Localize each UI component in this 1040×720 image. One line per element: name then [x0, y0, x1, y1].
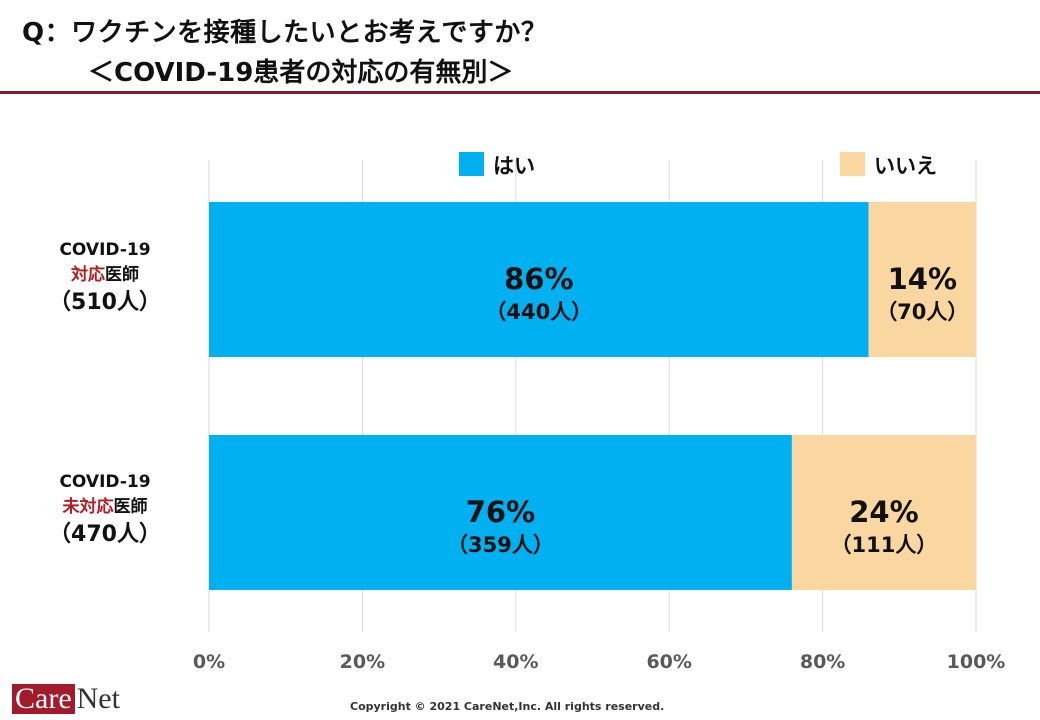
bar-segment [209, 202, 869, 357]
bar-segment [209, 435, 792, 590]
carenet-logo: Care Net [12, 684, 120, 714]
x-tick-label: 20% [340, 651, 385, 673]
data-label: 76% [466, 495, 535, 529]
copyright: Copyright © 2021 CareNet,Inc. All rights… [350, 700, 665, 713]
x-tick-label: 80% [800, 651, 845, 673]
category-label-1: COVID-19 未対応医師 （470人） [20, 470, 190, 550]
bar-segment [868, 202, 976, 357]
category-count: （510人） [49, 290, 161, 315]
data-label: 14% [888, 262, 957, 296]
legend-swatch [840, 152, 865, 176]
data-count-label: （70人） [876, 300, 968, 324]
legend-label: はい [493, 154, 535, 178]
data-count-label: （440人） [485, 300, 592, 324]
category-label-0: COVID-19 対応医師 （510人） [20, 238, 190, 318]
bar-segment [791, 435, 976, 590]
x-tick-label: 100% [947, 651, 1006, 673]
category-highlight: 対応 [71, 265, 105, 285]
x-tick-label: 0% [193, 651, 225, 673]
legend-label: いいえ [874, 154, 937, 178]
chart-title: Q：ワクチンを接種したいとお考えですか？ [22, 18, 548, 48]
legend-swatch [459, 152, 484, 176]
logo-care: Care [12, 684, 75, 714]
logo-net: Net [76, 682, 120, 715]
category-line: COVID-19 [59, 472, 151, 492]
x-tick-label: 60% [646, 651, 691, 673]
category-count: （470人） [49, 522, 161, 547]
category-highlight: 未対応 [62, 497, 114, 517]
data-label: 24% [849, 495, 918, 529]
category-suffix: 医師 [105, 265, 139, 285]
chart-subtitle: ＜COVID-19患者の対応の有無別＞ [88, 58, 514, 88]
category-line: COVID-19 [59, 240, 151, 260]
title-divider [0, 91, 1040, 94]
data-count-label: （111人） [831, 533, 938, 557]
x-tick-label: 40% [493, 651, 538, 673]
data-count-label: （359人） [447, 533, 554, 557]
data-label: 86% [504, 262, 573, 296]
category-suffix: 医師 [113, 497, 148, 517]
